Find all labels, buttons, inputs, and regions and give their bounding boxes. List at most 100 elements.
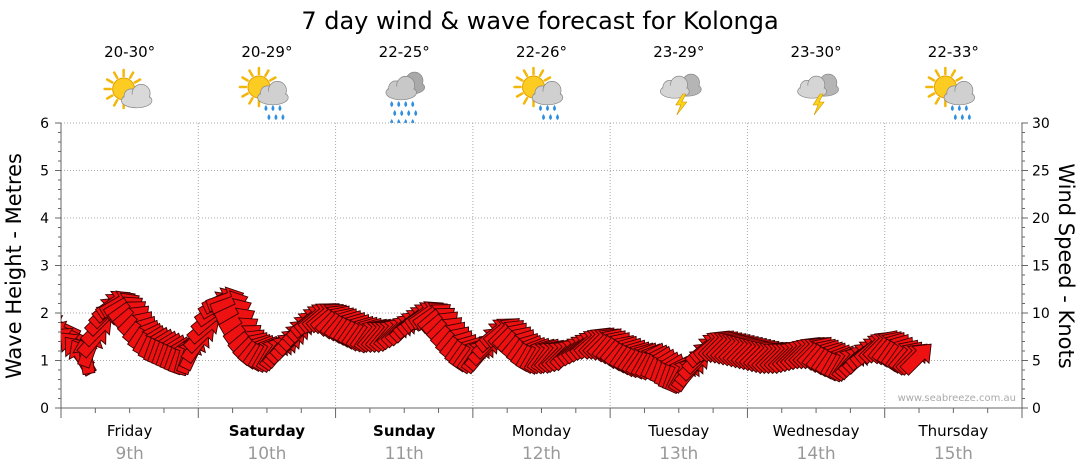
- thunderstorm-icon: [797, 73, 839, 116]
- chart-title: 7 day wind & wave forecast for Kolonga: [301, 7, 778, 35]
- cloud-shape: [120, 84, 153, 109]
- sun-ray: [248, 97, 254, 105]
- temperature-label: 20-30°: [104, 43, 155, 61]
- rain-drop: [957, 105, 961, 111]
- sun-ray: [522, 97, 529, 105]
- sun-ray: [128, 71, 135, 79]
- rain-drop: [393, 110, 397, 116]
- rain-drop: [407, 110, 411, 116]
- sun-ray: [538, 69, 545, 77]
- sun-ray: [248, 69, 254, 77]
- day-name-label: Friday: [107, 422, 153, 440]
- y-tick-label-right: 10: [1032, 306, 1050, 322]
- sun-ray: [927, 92, 936, 98]
- wind-arrow: [0, 0, 19, 12]
- rain-drop: [264, 105, 268, 111]
- wind-arrow: [0, 0, 19, 12]
- heavy-rain-icon: [385, 71, 426, 125]
- lightning-bolt: [675, 93, 688, 116]
- y-tick-label-left: 2: [40, 306, 49, 322]
- cloud-fill: [122, 94, 152, 107]
- sun-ray: [241, 76, 249, 82]
- y-ticks-left: 0 1 2 3 4 5 6: [40, 116, 49, 417]
- rain-drop: [278, 105, 282, 111]
- cloud-fill: [798, 85, 826, 98]
- day-name-label: Sunday: [373, 422, 436, 440]
- sun-ray: [105, 78, 114, 84]
- temperature-label: 22-26°: [516, 43, 567, 61]
- cloud-fill: [386, 86, 416, 99]
- lightning-bolt: [812, 93, 825, 116]
- wind-arrows: [0, 0, 932, 395]
- temperature-label: 23-29°: [653, 43, 704, 61]
- sun-ray: [955, 76, 964, 82]
- plot-area: [0, 0, 1028, 418]
- x-axis-day-labels: Friday 9th Saturday 10th Sunday 11th Monday 12t…: [107, 422, 988, 464]
- rain-drop: [950, 105, 954, 111]
- rain-drop: [411, 101, 415, 107]
- day-name-label: Saturday: [229, 422, 306, 440]
- rain-drop: [271, 105, 275, 111]
- day-name-label: Tuesday: [647, 422, 709, 440]
- y-axis-label-right: Wind Speed - Knots: [1054, 163, 1078, 368]
- day-name-label: Monday: [512, 422, 571, 440]
- day-date-label: 10th: [247, 444, 286, 464]
- sun-rain-icon: [238, 66, 289, 120]
- weather-row: 20-30° 20-29° 22-25° 22-26° 23-29° 23-30° 22-3…: [103, 43, 979, 125]
- y-tick-label-right: 15: [1032, 259, 1050, 275]
- rain-drop: [960, 114, 964, 120]
- rain-drop: [556, 114, 559, 120]
- y-tick-label-left: 1: [40, 354, 49, 370]
- cloud-shape: [257, 81, 289, 106]
- rain-drop: [964, 105, 968, 111]
- rain-drop: [546, 105, 549, 111]
- rain-drop: [404, 101, 408, 107]
- sun-rain-icon: [925, 66, 976, 120]
- credit-text: www.seabreeze.com.au: [898, 393, 1016, 404]
- rain-drop: [397, 101, 401, 107]
- sun-ray: [543, 76, 552, 82]
- y-ticks-right: 0 5 10 15 20 25 30: [1032, 116, 1050, 417]
- sun-ray: [112, 71, 119, 79]
- temperature-label: 22-33°: [928, 43, 979, 61]
- rain-drop: [553, 105, 556, 111]
- day-date-label: 9th: [116, 444, 144, 464]
- day-date-label: 13th: [659, 444, 698, 464]
- rain-drop: [549, 114, 552, 120]
- sun-ray: [515, 92, 524, 98]
- cloud-fill: [944, 91, 974, 104]
- temperature-label: 20-29°: [241, 43, 292, 61]
- sun-ray: [133, 78, 142, 84]
- cloud-fill: [661, 85, 689, 98]
- wind-arrow: [0, 0, 19, 12]
- day-date-label: 11th: [385, 444, 424, 464]
- y-tick-label-left: 5: [40, 164, 49, 180]
- cloud-shape: [531, 81, 564, 106]
- y-tick-label-left: 6: [40, 116, 49, 132]
- temperature-label: 23-30°: [791, 43, 842, 61]
- rain-drop: [400, 110, 404, 116]
- rain-drop: [281, 114, 285, 120]
- cloud-shape: [385, 76, 417, 101]
- axes: [55, 122, 1028, 418]
- rain-drop: [542, 114, 545, 120]
- sun-ray: [927, 76, 936, 82]
- y-tick-label-right: 30: [1032, 116, 1050, 132]
- temperature-label: 22-25°: [379, 43, 430, 61]
- wind-arrow: [0, 0, 19, 12]
- sun-ray: [264, 69, 270, 77]
- sun-ray: [934, 69, 941, 77]
- day-name-label: Wednesday: [773, 422, 860, 440]
- sun-ray: [268, 76, 277, 82]
- y-tick-label-right: 20: [1032, 211, 1050, 227]
- rain-drop: [274, 114, 278, 120]
- rain-drop: [539, 105, 542, 111]
- sun-cloud-icon: [103, 68, 153, 110]
- wind-arrow: [0, 0, 19, 12]
- cloud-shape: [943, 81, 976, 106]
- sun-ray: [522, 69, 529, 77]
- y-tick-label-right: 0: [1032, 401, 1041, 417]
- sun-ray: [515, 76, 524, 82]
- y-tick-label-right: 5: [1032, 354, 1041, 370]
- rain-drop: [967, 114, 971, 120]
